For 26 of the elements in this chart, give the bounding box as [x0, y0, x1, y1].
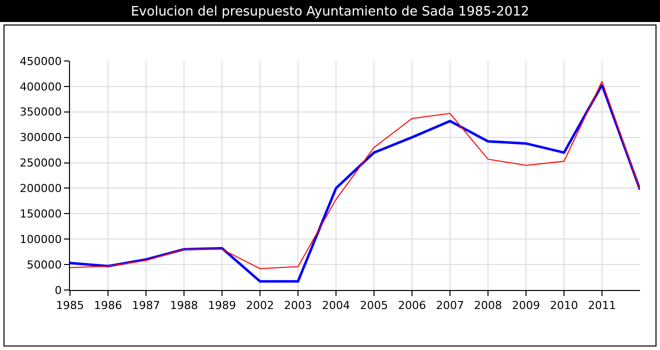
x-tick-label: 1987 — [132, 299, 160, 312]
y-tick-label: 0 — [54, 284, 62, 297]
x-tick-label: 2010 — [550, 299, 578, 312]
y-tick-label: 350000 — [20, 106, 62, 119]
chart-title: Evolucion del presupuesto Ayuntamiento de Sada 1985-2012 — [130, 4, 530, 20]
x-tick-label: 2011 — [588, 299, 616, 312]
x-tick-label: 1985 — [56, 299, 84, 312]
y-tick-label: 250000 — [20, 156, 62, 170]
y-tick-label: 50000 — [26, 258, 62, 272]
x-tick-label: 2006 — [398, 299, 426, 312]
y-tick-label: 200000 — [20, 182, 62, 196]
x-tick-label: 1986 — [94, 299, 122, 312]
x-tick-label: 2007 — [436, 299, 464, 312]
x-tick-label: 2003 — [284, 299, 312, 312]
x-tick-label: 2002 — [246, 299, 274, 312]
y-tick-label: 100000 — [20, 232, 62, 246]
x-tick-label: 1988 — [170, 299, 198, 312]
x-tick-label: 2008 — [474, 299, 502, 312]
x-tick-label: 2009 — [512, 299, 540, 312]
y-tick-label: 450000 — [20, 54, 62, 68]
y-tick-label: 400000 — [20, 80, 62, 94]
x-tick-label: 2004 — [322, 299, 350, 312]
y-tick-label: 300000 — [20, 131, 62, 144]
x-tick-label: 1989 — [208, 299, 236, 312]
x-tick-label: 2005 — [360, 299, 388, 312]
y-tick-label: 150000 — [20, 208, 62, 221]
